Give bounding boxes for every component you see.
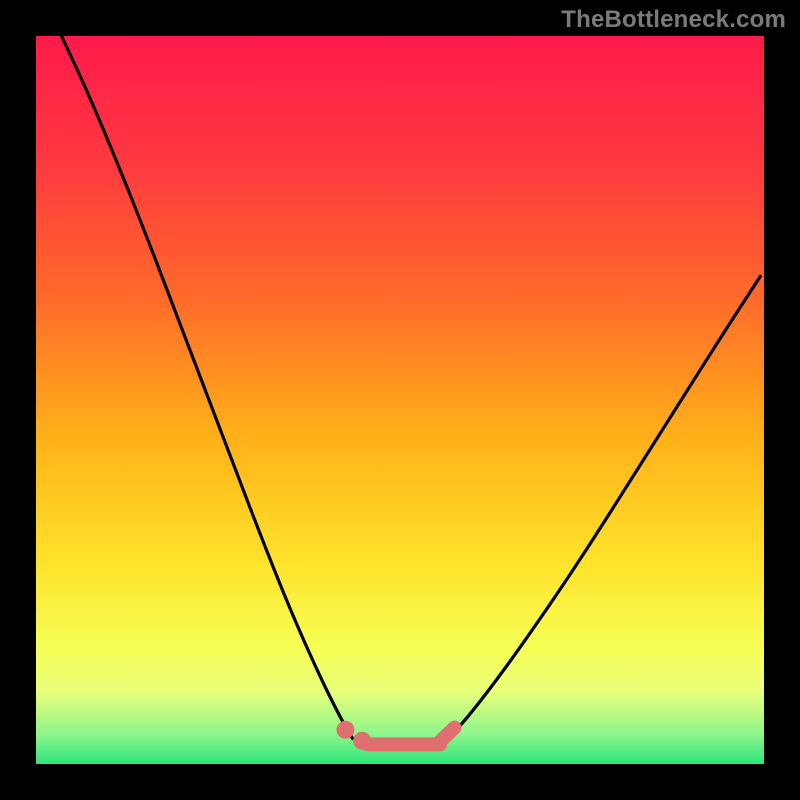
- canvas-root: TheBottleneck.com: [0, 0, 800, 800]
- watermark-label: TheBottleneck.com: [561, 6, 786, 34]
- valley-dot: [353, 732, 371, 750]
- gradient-background: [36, 36, 764, 764]
- valley-dot: [336, 721, 354, 739]
- plot-svg: [36, 36, 764, 764]
- plot-area: [36, 36, 764, 764]
